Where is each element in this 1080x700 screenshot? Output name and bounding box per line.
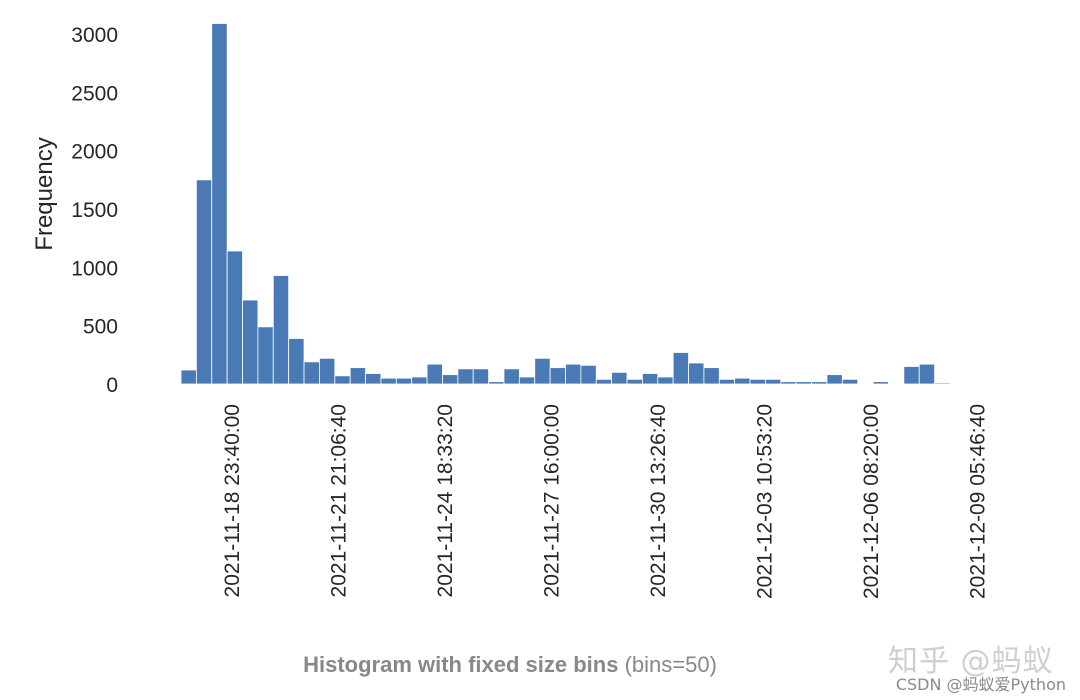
histogram-bar xyxy=(918,363,936,385)
histogram-bar xyxy=(703,367,720,385)
histogram-bar xyxy=(534,357,551,385)
histogram-bar xyxy=(826,374,843,385)
histogram-bar xyxy=(503,368,520,385)
y-tick-label: 2000 xyxy=(71,141,118,164)
watermark-zhihu: 知乎 @蚂蚁 xyxy=(888,644,1054,679)
histogram-bar xyxy=(626,378,643,385)
histogram-bar xyxy=(380,377,397,385)
y-tick-label: 1000 xyxy=(71,257,118,280)
histogram-bar xyxy=(872,381,889,385)
histogram-bar xyxy=(903,366,920,385)
histogram-bar xyxy=(195,179,213,385)
histogram-bar xyxy=(288,338,305,385)
x-tick-label: 2021-11-24 18:33:20 xyxy=(434,404,457,597)
y-axis-label: Frequency xyxy=(31,137,58,250)
histogram-bar xyxy=(549,367,566,385)
x-tick-label: 2021-12-06 08:20:00 xyxy=(860,404,883,599)
histogram-bar xyxy=(226,250,243,385)
histogram-bar xyxy=(749,378,766,385)
watermark-csdn: CSDN @蚂蚁爱Python xyxy=(895,675,1066,694)
histogram-bar xyxy=(795,381,812,385)
histogram-bar xyxy=(765,378,782,385)
x-tick-label: 2021-12-03 10:53:20 xyxy=(754,404,777,599)
x-tick-label: 2021-11-27 16:00:00 xyxy=(541,404,564,597)
histogram-bar xyxy=(457,368,474,385)
y-tick-label: 3000 xyxy=(71,24,118,47)
y-tick-label: 0 xyxy=(106,374,118,397)
histogram-bar xyxy=(841,378,859,385)
histogram-bar xyxy=(734,377,751,385)
histogram-bar xyxy=(611,371,628,385)
y-tick-label: 1500 xyxy=(71,199,118,222)
histogram-bar xyxy=(211,23,228,385)
histogram-bar xyxy=(580,364,597,385)
histogram-bar xyxy=(595,378,613,385)
histogram-bars xyxy=(180,23,951,385)
caption-title: Histogram with fixed size bins xyxy=(303,652,619,677)
y-tick-label: 2500 xyxy=(71,82,118,105)
histogram-bar xyxy=(242,299,259,385)
histogram-bar xyxy=(180,369,197,385)
histogram-bar xyxy=(426,363,443,385)
histogram-bar xyxy=(365,373,382,385)
histogram-bar xyxy=(488,381,505,385)
histogram-bar xyxy=(472,368,490,385)
histogram-bar xyxy=(780,381,797,385)
x-tick-label: 2021-11-18 23:40:00 xyxy=(221,404,244,597)
histogram-bar xyxy=(672,352,689,385)
histogram-bar xyxy=(642,373,659,385)
histogram-bar xyxy=(934,382,951,385)
histogram-bar xyxy=(349,367,366,385)
histogram-bar xyxy=(657,376,674,385)
histogram-bar xyxy=(319,357,336,385)
x-tick-label: 2021-12-09 05:46:40 xyxy=(967,404,990,599)
chart-caption: Histogram with fixed size bins (bins=50) xyxy=(0,652,1020,678)
histogram-bar xyxy=(518,376,536,385)
x-axis-ticks: 2021-11-18 23:40:00 2021-11-21 21:06:40 20… xyxy=(221,404,990,599)
x-tick-label: 2021-11-30 13:26:40 xyxy=(647,404,670,597)
histogram-bar xyxy=(303,361,320,385)
histogram-bar xyxy=(442,374,459,385)
histogram-bar xyxy=(395,377,413,385)
histogram-bar xyxy=(257,326,274,385)
histogram-bar xyxy=(688,362,705,385)
histogram-bar xyxy=(811,381,828,385)
y-axis-ticks: 0 500 1000 1500 2000 2500 3000 xyxy=(71,24,118,397)
x-tick-label: 2021-11-21 21:06:40 xyxy=(328,404,351,597)
histogram-bar xyxy=(334,375,351,385)
histogram-bar xyxy=(718,378,736,385)
caption-bins-note: (bins=50) xyxy=(618,652,717,677)
histogram-bar xyxy=(565,363,582,385)
histogram-bar xyxy=(411,376,428,385)
histogram-bar xyxy=(272,275,290,385)
y-tick-label: 500 xyxy=(83,316,118,339)
